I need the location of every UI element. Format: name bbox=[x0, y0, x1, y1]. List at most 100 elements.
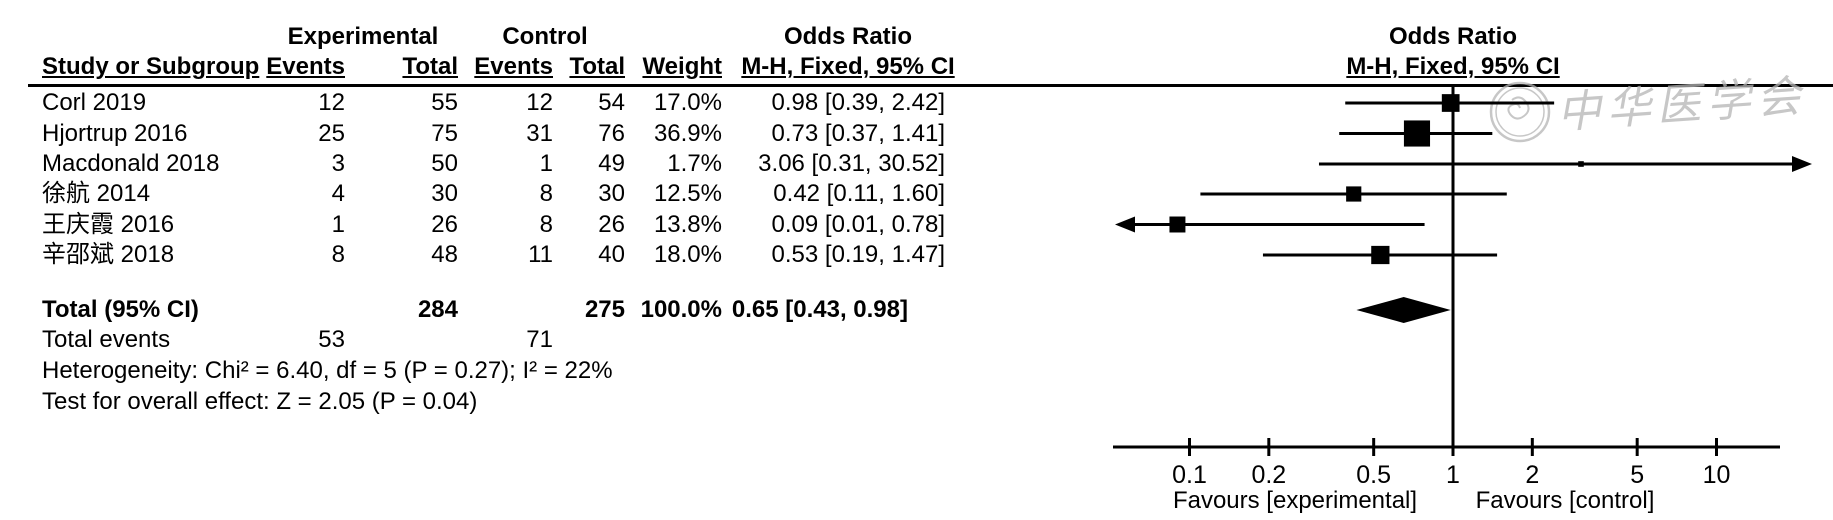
header-rule bbox=[28, 84, 1833, 87]
events-exp: 25 bbox=[318, 120, 345, 147]
total-exp: 26 bbox=[431, 211, 458, 238]
total-row: Total (95% CI) 284 275 100.0% 0.65 [0.43… bbox=[0, 295, 1000, 325]
or-ci-value: 0.98 [0.39, 2.42] bbox=[771, 89, 945, 116]
weight-value: 13.8% bbox=[653, 211, 722, 238]
axis-tick-label: 0.1 bbox=[1172, 461, 1207, 489]
weight-value: 36.9% bbox=[653, 120, 722, 147]
total-events-exp: 53 bbox=[318, 326, 345, 353]
or-marker bbox=[1578, 161, 1584, 167]
total-ctrl: 49 bbox=[598, 150, 625, 177]
or-ci-value: 0.53 [0.19, 1.47] bbox=[771, 241, 945, 268]
study-label: 辛邵斌 2018 bbox=[42, 241, 175, 268]
events-ctrl: 11 bbox=[528, 241, 553, 268]
or-ci-value: 0.42 [0.11, 1.60] bbox=[773, 180, 945, 207]
total-exp: 50 bbox=[431, 150, 458, 177]
heterogeneity-row: Heterogeneity: Chi² = 6.40, df = 5 (P = … bbox=[0, 356, 1000, 386]
weight-value: 1.7% bbox=[667, 150, 722, 177]
axis-tick-label: 1 bbox=[1446, 461, 1460, 489]
table-row: 徐航 2014 4 30 8 30 12.5% 0.42 [0.11, 1.60… bbox=[0, 179, 1000, 209]
events-exp: 3 bbox=[331, 150, 345, 177]
total-ctrl: 30 bbox=[598, 180, 625, 207]
events-exp: 12 bbox=[318, 89, 345, 116]
watermark-text: 中华医学会 bbox=[1555, 71, 1808, 139]
heterogeneity-text: Heterogeneity: Chi² = 6.40, df = 5 (P = … bbox=[42, 357, 613, 384]
study-label: Corl 2019 bbox=[42, 89, 147, 116]
col-header-total-ctrl: Total bbox=[569, 53, 625, 80]
table-row: 王庆霞 2016 1 26 8 26 13.8% 0.09 [0.01, 0.7… bbox=[0, 210, 1000, 240]
weight-value: 12.5% bbox=[653, 180, 722, 207]
or-marker bbox=[1346, 186, 1362, 202]
events-exp: 1 bbox=[331, 211, 345, 238]
watermark-seal-icon bbox=[1489, 81, 1551, 143]
header-group-row: Experimental Control Odds Ratio Odds Rat… bbox=[0, 22, 1517, 52]
odds-ratio-plot-title: Odds Ratio bbox=[1388, 23, 1517, 50]
watermark-seal-emblem bbox=[1507, 96, 1530, 120]
arrow-right-icon bbox=[1792, 156, 1812, 172]
total-exp: 55 bbox=[431, 89, 458, 116]
events-ctrl: 8 bbox=[539, 211, 553, 238]
total-events-row: Total events 53 71 bbox=[0, 325, 1000, 355]
events-exp: 8 bbox=[331, 241, 345, 268]
total-events-label: Total events bbox=[42, 326, 171, 353]
study-label: Macdonald 2018 bbox=[42, 150, 220, 177]
or-ci-value: 0.73 [0.37, 1.41] bbox=[771, 120, 945, 147]
col-header-study: Study or Subgroup bbox=[42, 53, 260, 80]
total-weight: 100.0% bbox=[640, 296, 722, 323]
axis-tick-label: 2 bbox=[1525, 461, 1539, 489]
events-exp: 4 bbox=[331, 180, 345, 207]
or-marker bbox=[1403, 120, 1431, 147]
watermark-seal-inner-ring bbox=[1495, 87, 1545, 137]
or-marker bbox=[1169, 216, 1186, 233]
table-row: 辛邵斌 2018 8 48 11 40 18.0% 0.53 [0.19, 1.… bbox=[0, 240, 1000, 270]
col-header-mh-ci: M-H, Fixed, 95% CI bbox=[741, 53, 955, 80]
table-row: Macdonald 2018 3 50 1 49 1.7% 3.06 [0.31… bbox=[0, 149, 1000, 179]
col-header-events-exp: Events bbox=[266, 53, 345, 80]
overall-effect-text: Test for overall effect: Z = 2.05 (P = 0… bbox=[42, 388, 478, 415]
axis-tick-label: 0.2 bbox=[1251, 461, 1286, 489]
total-exp: 48 bbox=[431, 241, 458, 268]
plot-header-mh-ci: M-H, Fixed, 95% CI bbox=[1346, 53, 1560, 80]
or-ci-value: 3.06 [0.31, 30.52] bbox=[758, 150, 945, 177]
total-exp: 30 bbox=[431, 180, 458, 207]
table-row: Hjortrup 2016 25 75 31 76 36.9% 0.73 [0.… bbox=[0, 119, 1000, 149]
events-ctrl: 8 bbox=[539, 180, 553, 207]
total-ctrl: 54 bbox=[598, 89, 625, 116]
col-group-control: Control bbox=[502, 23, 588, 50]
pooled-diamond bbox=[1356, 297, 1451, 323]
or-marker bbox=[1371, 245, 1390, 265]
axis-tick-label: 10 bbox=[1703, 461, 1731, 489]
total-ctrl: 26 bbox=[598, 211, 625, 238]
col-header-weight: Weight bbox=[642, 53, 722, 80]
total-ctrl: 76 bbox=[598, 120, 625, 147]
axis-tick-label: 0.5 bbox=[1356, 461, 1391, 489]
events-ctrl: 31 bbox=[526, 120, 553, 147]
odds-ratio-column-title: Odds Ratio bbox=[783, 23, 912, 50]
axis-tick-label: 5 bbox=[1630, 461, 1644, 489]
overall-effect-row: Test for overall effect: Z = 2.05 (P = 0… bbox=[0, 387, 1000, 417]
events-ctrl: 12 bbox=[526, 89, 553, 116]
favours-experimental-label: Favours [experimental] bbox=[1173, 487, 1417, 514]
study-label: Hjortrup 2016 bbox=[42, 120, 188, 147]
weight-value: 17.0% bbox=[653, 89, 722, 116]
total-n-ctrl: 275 bbox=[584, 296, 625, 323]
col-header-total-exp: Total bbox=[402, 53, 458, 80]
or-marker bbox=[1441, 94, 1460, 112]
weight-value: 18.0% bbox=[653, 241, 722, 268]
total-exp: 75 bbox=[431, 120, 458, 147]
study-label: 王庆霞 2016 bbox=[42, 211, 175, 238]
total-or-ci: 0.65 [0.43, 0.98] bbox=[731, 296, 908, 323]
col-group-experimental: Experimental bbox=[287, 23, 439, 50]
total-events-ctrl: 71 bbox=[526, 326, 553, 353]
events-ctrl: 1 bbox=[539, 150, 553, 177]
table-row: Corl 2019 12 55 12 54 17.0% 0.98 [0.39, … bbox=[0, 88, 1000, 118]
or-ci-value: 0.09 [0.01, 0.78] bbox=[771, 211, 945, 238]
total-n-exp: 284 bbox=[417, 296, 458, 323]
total-ctrl: 40 bbox=[598, 241, 625, 268]
study-label: 徐航 2014 bbox=[42, 180, 151, 207]
header-column-row: Study or Subgroup Events Total Events To… bbox=[0, 52, 1560, 82]
arrow-left-icon bbox=[1115, 216, 1135, 233]
favours-control-label: Favours [control] bbox=[1476, 487, 1655, 514]
col-header-events-ctrl: Events bbox=[474, 53, 553, 80]
total-label: Total (95% CI) bbox=[42, 296, 199, 323]
